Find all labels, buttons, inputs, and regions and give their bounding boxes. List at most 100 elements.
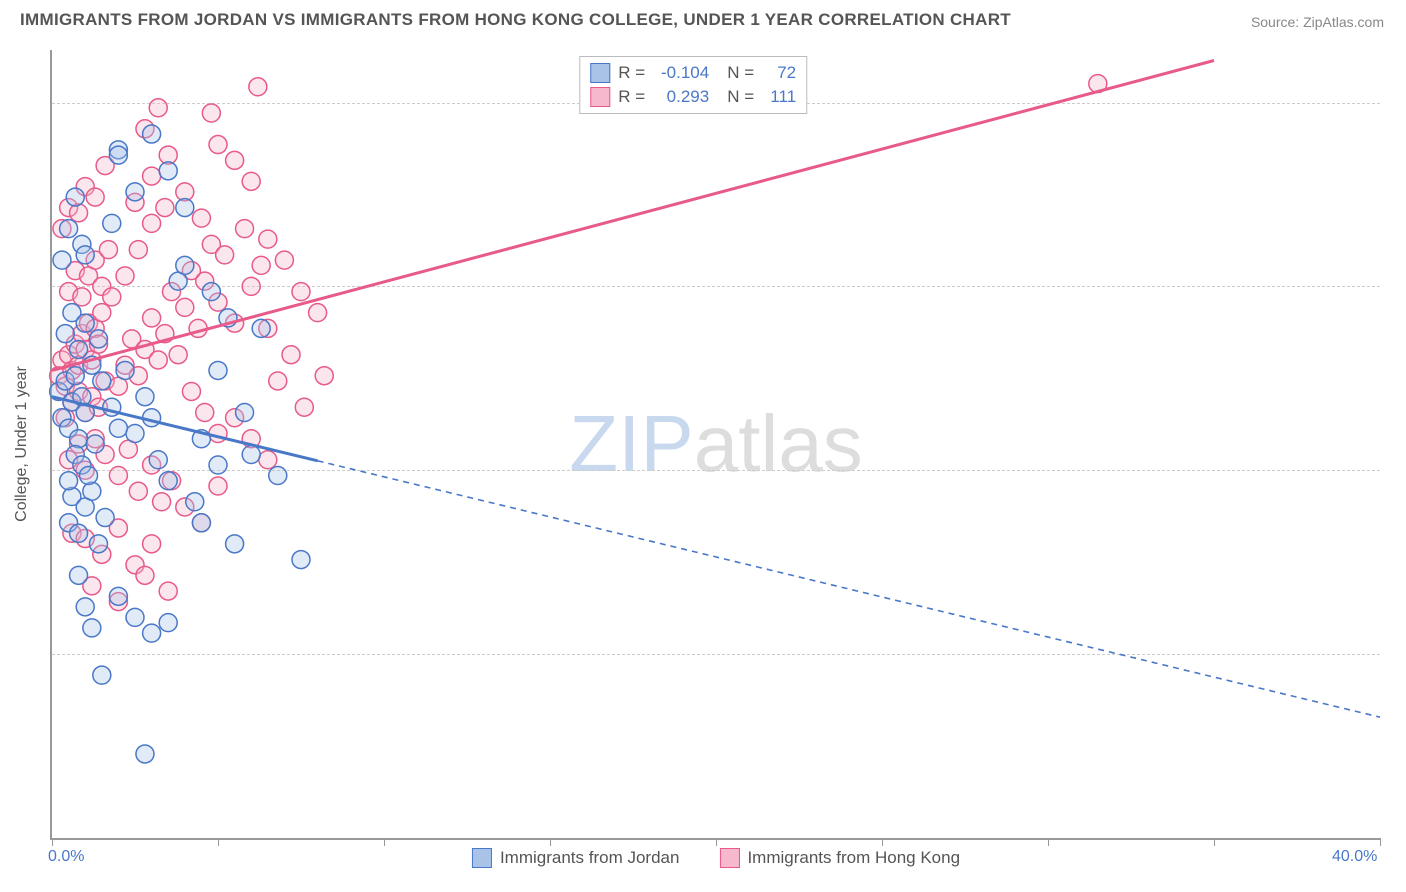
scatter-point (159, 582, 177, 600)
r-label: R = (618, 87, 645, 107)
scatter-point (259, 230, 277, 248)
scatter-point (275, 251, 293, 269)
scatter-point (143, 535, 161, 553)
scatter-point (176, 199, 194, 217)
scatter-point (80, 467, 98, 485)
scatter-point (93, 372, 111, 390)
scatter-point (269, 372, 287, 390)
scatter-point (60, 220, 78, 238)
legend-series: Immigrants from Jordan Immigrants from H… (472, 848, 960, 868)
legend-label-hongkong: Immigrants from Hong Kong (747, 848, 960, 868)
scatter-point (103, 288, 121, 306)
scatter-point (83, 482, 101, 500)
n-label: N = (727, 87, 754, 107)
scatter-point (292, 283, 310, 301)
scatter-point (159, 472, 177, 490)
scatter-point (70, 430, 88, 448)
scatter-point (86, 188, 104, 206)
scatter-point (56, 325, 74, 343)
scatter-point (159, 614, 177, 632)
scatter-point (136, 388, 154, 406)
scatter-point (209, 361, 227, 379)
scatter-point (202, 104, 220, 122)
legend-stats: R = -0.104 N = 72 R = 0.293 N = 111 (579, 56, 807, 114)
scatter-point (143, 309, 161, 327)
scatter-point (96, 509, 114, 527)
scatter-point (66, 188, 84, 206)
chart-svg (52, 50, 1380, 838)
scatter-point (209, 136, 227, 154)
x-tick (52, 838, 53, 846)
legend-stats-row-jordan: R = -0.104 N = 72 (590, 61, 796, 85)
scatter-point (126, 608, 144, 626)
swatch-hongkong-icon (719, 848, 739, 868)
scatter-point (209, 477, 227, 495)
x-tick (1214, 838, 1215, 846)
scatter-point (282, 346, 300, 364)
x-tick-label: 0.0% (48, 848, 84, 866)
y-axis-title: College, Under 1 year (13, 366, 31, 522)
scatter-point (70, 524, 88, 542)
scatter-point (70, 340, 88, 358)
scatter-point (53, 251, 71, 269)
scatter-point (315, 367, 333, 385)
scatter-point (126, 424, 144, 442)
scatter-point (136, 745, 154, 763)
scatter-point (89, 330, 107, 348)
legend-stats-row-hongkong: R = 0.293 N = 111 (590, 85, 796, 109)
scatter-point (236, 220, 254, 238)
scatter-point (136, 566, 154, 584)
scatter-point (143, 167, 161, 185)
n-value-jordan: 72 (760, 63, 796, 83)
scatter-point (269, 467, 287, 485)
scatter-point (176, 298, 194, 316)
swatch-jordan-icon (472, 848, 492, 868)
scatter-point (70, 204, 88, 222)
scatter-point (202, 283, 220, 301)
scatter-point (76, 314, 94, 332)
x-tick (1048, 838, 1049, 846)
r-value-hongkong: 0.293 (651, 87, 709, 107)
scatter-point (216, 246, 234, 264)
scatter-point (249, 78, 267, 96)
scatter-point (192, 514, 210, 532)
scatter-point (192, 209, 210, 227)
legend-label-jordan: Immigrants from Jordan (500, 848, 680, 868)
scatter-point (116, 361, 134, 379)
scatter-point (109, 146, 127, 164)
scatter-point (143, 624, 161, 642)
scatter-point (209, 456, 227, 474)
scatter-point (129, 482, 147, 500)
scatter-point (83, 619, 101, 637)
legend-item-jordan: Immigrants from Jordan (472, 848, 680, 868)
r-value-jordan: -0.104 (651, 63, 709, 83)
scatter-point (86, 435, 104, 453)
scatter-point (89, 535, 107, 553)
scatter-point (182, 382, 200, 400)
scatter-point (176, 256, 194, 274)
scatter-point (149, 351, 167, 369)
scatter-point (93, 666, 111, 684)
x-tick (716, 838, 717, 846)
regression-line (318, 461, 1380, 717)
scatter-point (109, 467, 127, 485)
scatter-point (186, 493, 204, 511)
scatter-point (143, 125, 161, 143)
scatter-point (93, 304, 111, 322)
scatter-point (242, 172, 260, 190)
scatter-point (153, 493, 171, 511)
scatter-point (242, 446, 260, 464)
x-tick (384, 838, 385, 846)
scatter-point (295, 398, 313, 416)
scatter-point (143, 214, 161, 232)
scatter-point (309, 304, 327, 322)
scatter-point (226, 535, 244, 553)
x-tick (550, 838, 551, 846)
scatter-point (252, 256, 270, 274)
n-value-hongkong: 111 (760, 87, 796, 107)
swatch-jordan-icon (590, 63, 610, 83)
scatter-point (149, 451, 167, 469)
scatter-point (103, 214, 121, 232)
scatter-point (99, 241, 117, 259)
y-tick-label: 82.5% (1388, 277, 1406, 295)
